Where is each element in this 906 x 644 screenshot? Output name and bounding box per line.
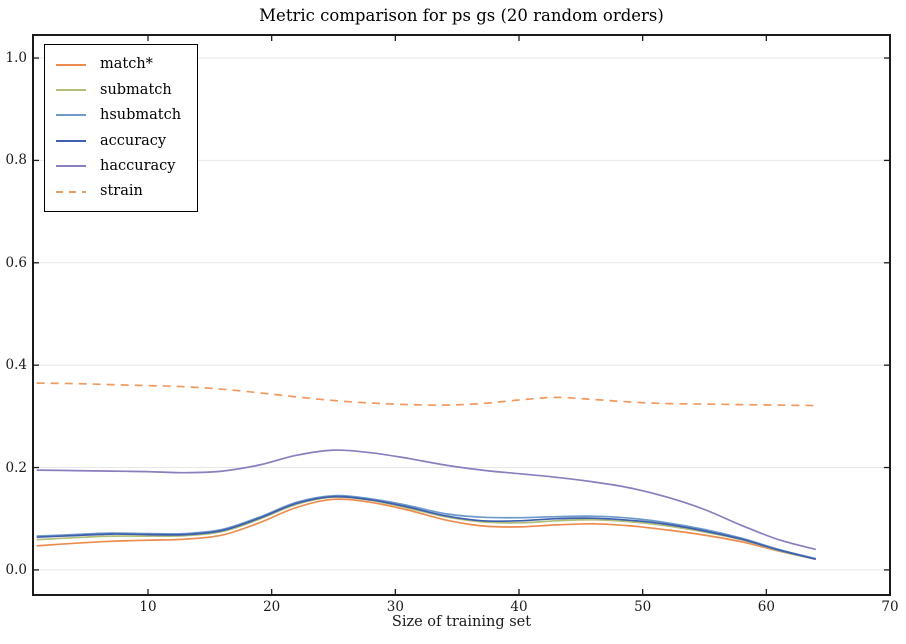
x-axis-label: Size of training set [391, 614, 532, 630]
legend-line-sample-icon [56, 89, 86, 92]
series-line-submatch [36, 496, 816, 561]
y-tick-label: 1.0 [5, 50, 27, 67]
legend-item: hsubmatch [56, 103, 181, 128]
legend-item: strain [56, 179, 181, 204]
legend-line-sample-icon [56, 63, 86, 66]
legend-line-sample-icon [56, 190, 86, 193]
legend-label: strain [100, 183, 143, 200]
chart-title: Metric comparison for ps gs (20 random o… [259, 6, 664, 25]
y-tick-label: 0.0 [5, 561, 27, 578]
legend-item: accuracy [56, 128, 181, 153]
y-tick-label: 0.4 [5, 357, 27, 374]
x-tick-label: 70 [881, 599, 899, 615]
legend-item: haccuracy [56, 154, 181, 179]
legend-label: hsubmatch [100, 107, 182, 124]
plot-border [32, 34, 891, 596]
x-tick-label: 40 [510, 599, 528, 615]
legend-label: match* [100, 56, 153, 73]
legend-label: submatch [100, 81, 172, 98]
series-line-match [36, 498, 816, 561]
legend-label: accuracy [100, 132, 167, 149]
x-tick-label: 30 [386, 599, 404, 615]
legend-line-sample-icon [56, 165, 86, 168]
legend-item: match* [56, 52, 181, 77]
x-tick-label: 60 [757, 599, 775, 615]
legend-line-sample-icon [56, 114, 86, 117]
y-tick-label: 0.8 [5, 152, 27, 169]
legend-label: haccuracy [100, 158, 176, 174]
x-tick-label: 20 [263, 599, 281, 615]
y-tick-label: 0.6 [5, 254, 27, 271]
x-tick-label: 10 [139, 599, 157, 615]
series-line-haccuracy [36, 449, 817, 551]
legend: match* submatch hsubmatch accuracy haccu… [44, 44, 199, 213]
legend-item: submatch [56, 77, 181, 102]
legend-line-sample-icon [56, 139, 86, 142]
y-tick-label: 0.2 [5, 459, 27, 476]
series-line-strain [36, 382, 816, 407]
x-tick-label: 50 [634, 599, 652, 615]
series-line-accuracy [36, 495, 817, 561]
series-line-hsubmatch [36, 494, 817, 560]
